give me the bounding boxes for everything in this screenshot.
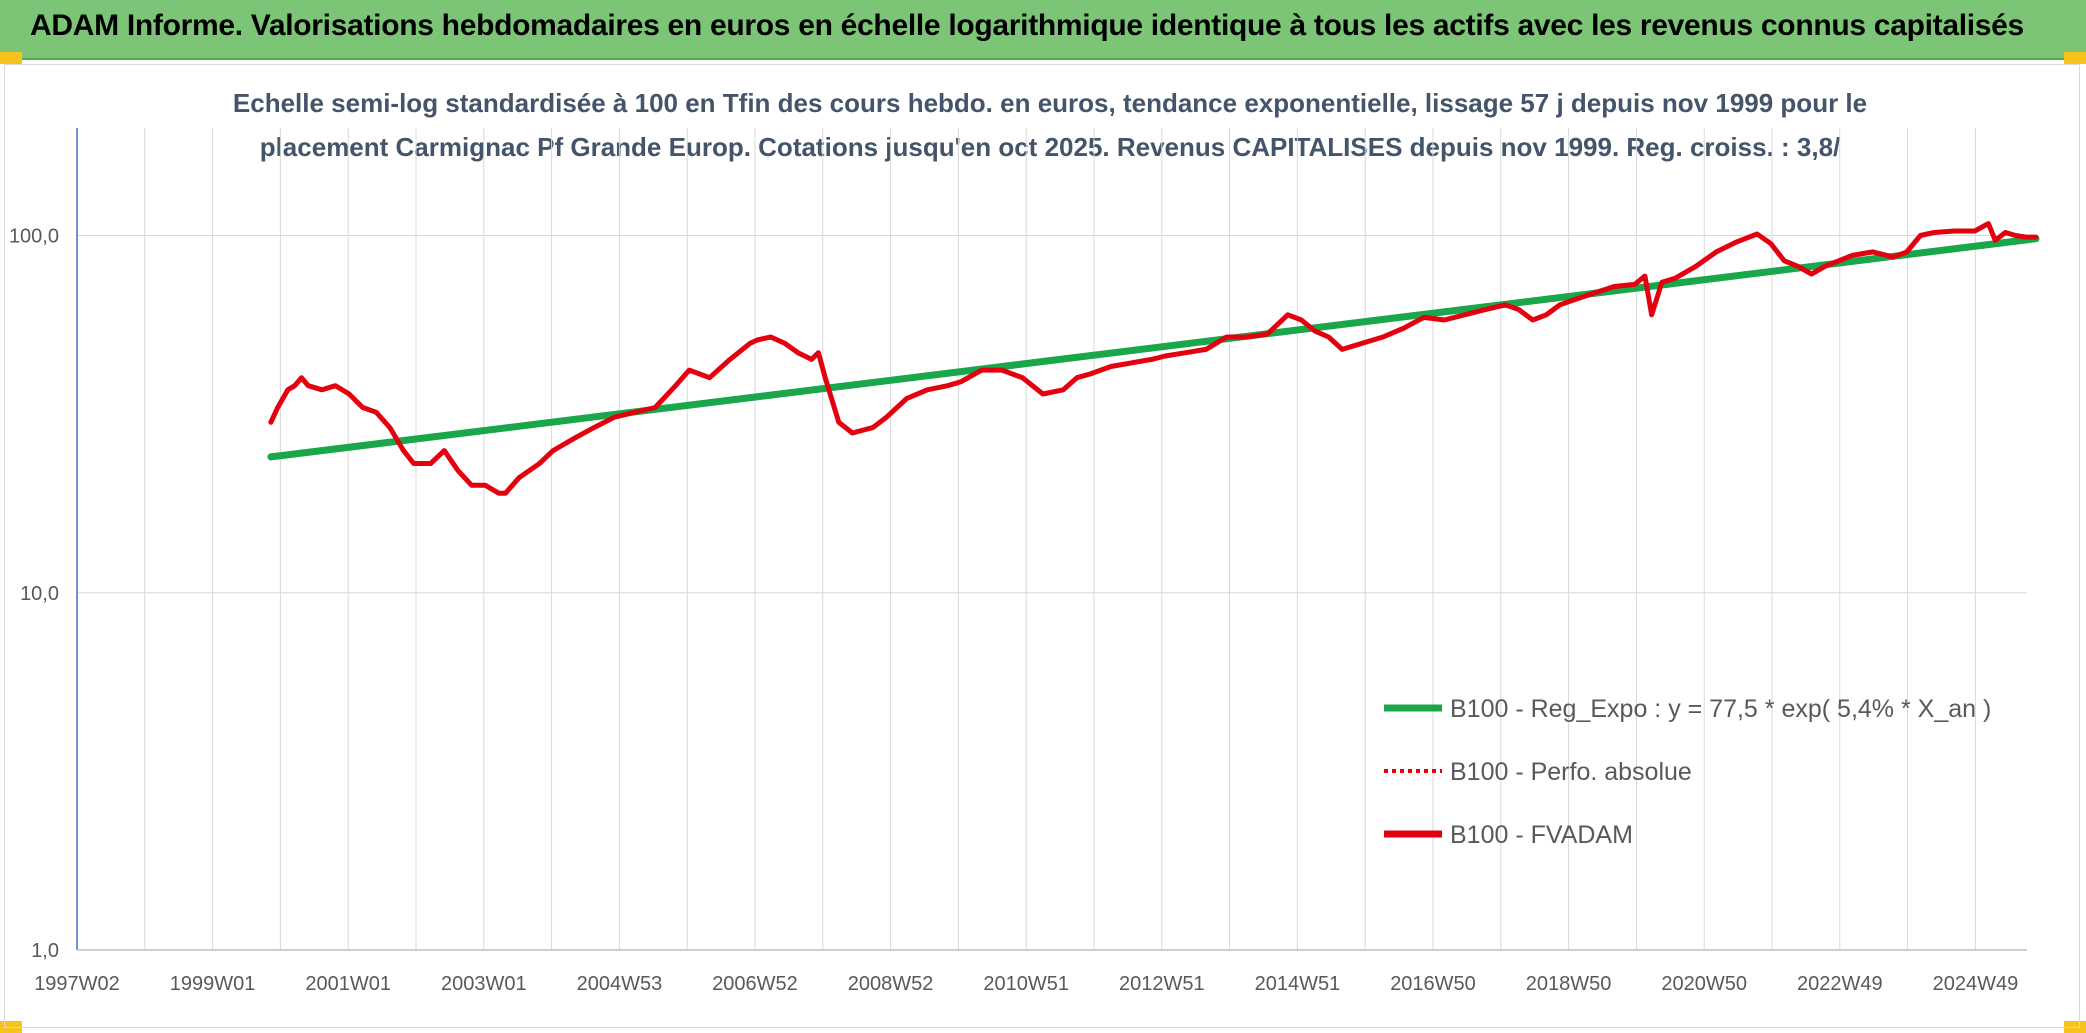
legend-item-reg-expo-label: B100 - Reg_Expo : y = 77,5 * exp( 5,4% *… bbox=[1450, 695, 1991, 723]
x-tick-label: 2024W49 bbox=[1933, 973, 2019, 995]
corner-marker-top-right bbox=[2064, 52, 2086, 64]
x-tick-label: 2006W52 bbox=[712, 973, 798, 995]
legend-item-fvadam-label: B100 - FVADAM bbox=[1450, 821, 1633, 849]
chart-frame bbox=[4, 64, 2080, 1028]
x-tick-label: 2018W50 bbox=[1526, 973, 1612, 995]
x-tick-label: 2003W01 bbox=[441, 973, 527, 995]
x-tick-label: 2022W49 bbox=[1797, 973, 1883, 995]
y-tick-label: 1,0 bbox=[31, 940, 59, 962]
corner-marker-top-left bbox=[0, 52, 22, 64]
chart-title-line-1: Echelle semi-log standardisée à 100 en T… bbox=[232, 88, 1868, 118]
report-title: ADAM Informe. Valorisations hebdomadaire… bbox=[30, 9, 2024, 42]
header-banner: ADAM Informe. Valorisations hebdomadaire… bbox=[0, 0, 2086, 60]
x-tick-label: 1997W02 bbox=[34, 973, 120, 995]
x-tick-label: 2020W50 bbox=[1661, 973, 1747, 995]
x-tick-label: 2016W50 bbox=[1390, 973, 1476, 995]
x-tick-label: 2004W53 bbox=[577, 973, 663, 995]
legend-item-perfo-absolue-label: B100 - Perfo. absolue bbox=[1450, 758, 1692, 786]
chart-title-line-2: placement Carmignac Pf Grande Europ. Cot… bbox=[259, 132, 1841, 162]
x-tick-label: 2014W51 bbox=[1255, 973, 1341, 995]
x-tick-label: 2012W51 bbox=[1119, 973, 1205, 995]
x-tick-label: 2001W01 bbox=[305, 973, 391, 995]
x-tick-label: 1999W01 bbox=[170, 973, 256, 995]
x-tick-label: 2008W52 bbox=[848, 973, 934, 995]
trend-line-reg-expo bbox=[267, 235, 2040, 461]
y-tick-label: 100,0 bbox=[9, 226, 59, 248]
x-tick-label: 2010W51 bbox=[983, 973, 1069, 995]
y-tick-label: 10,0 bbox=[20, 583, 59, 605]
price-line-fvadam bbox=[268, 221, 2039, 496]
